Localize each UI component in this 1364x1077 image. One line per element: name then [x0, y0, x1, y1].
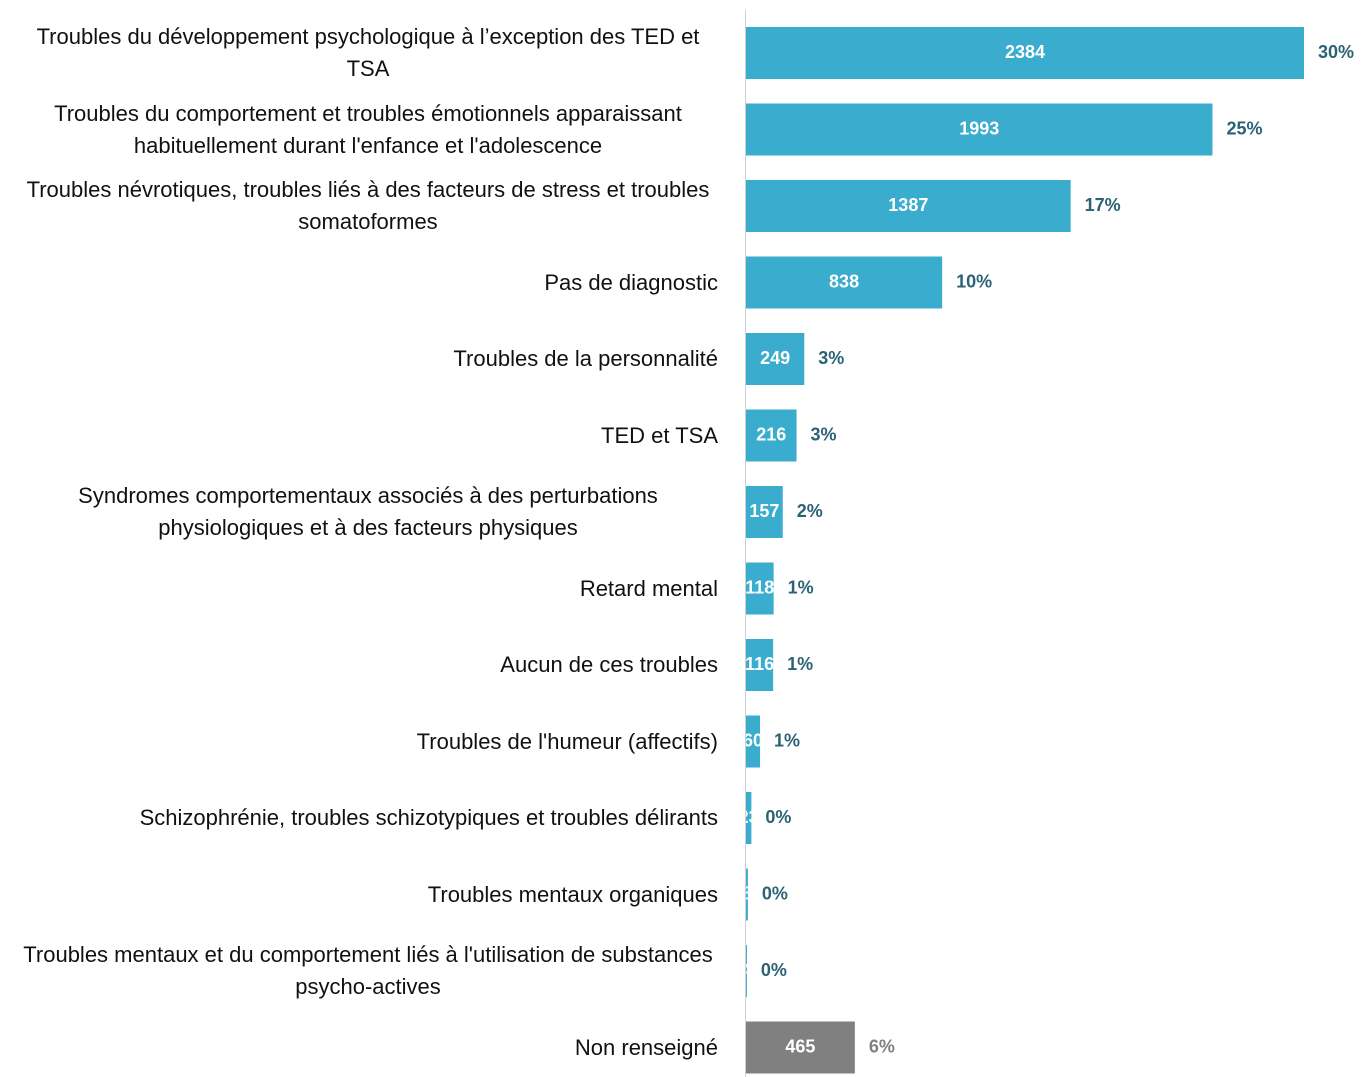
- category-label: Troubles mentaux organiques: [427, 881, 718, 907]
- value-label: 1387: [888, 195, 928, 215]
- share-label: 2%: [797, 501, 823, 521]
- value-label: 249: [760, 348, 790, 368]
- bar: [746, 486, 783, 538]
- value-label: 60: [743, 730, 763, 750]
- share-label: 3%: [818, 348, 844, 368]
- share-label: 0%: [762, 883, 788, 903]
- share-label: 6%: [869, 1036, 895, 1056]
- bar: [746, 792, 752, 844]
- share-label: 1%: [788, 577, 814, 597]
- value-label: 4: [741, 960, 751, 980]
- bar: [746, 639, 774, 691]
- value-label: 465: [785, 1036, 815, 1056]
- share-label: 1%: [787, 654, 813, 674]
- category-label: Troubles névrotiques, troubles liés à de…: [26, 177, 710, 234]
- share-label: 30%: [1318, 42, 1354, 62]
- bar: [746, 256, 943, 309]
- value-label: 216: [756, 424, 786, 444]
- share-label: 10%: [956, 271, 992, 291]
- bar: [746, 715, 761, 768]
- bar: [746, 103, 1213, 156]
- category-label: TED et TSA: [601, 422, 718, 448]
- category-label: Aucun de ces troubles: [500, 652, 718, 677]
- share-label: 0%: [765, 807, 791, 827]
- category-label: Troubles de l'humeur (affectifs): [416, 728, 718, 754]
- bar: [746, 1021, 855, 1074]
- share-label: 0%: [761, 960, 787, 980]
- bar: [746, 27, 1304, 79]
- category-label: Troubles de la personnalité: [453, 346, 718, 371]
- bar: [746, 562, 774, 615]
- value-label: 23: [739, 807, 759, 827]
- category-label: Pas de diagnostic: [544, 269, 718, 295]
- bar: [746, 945, 747, 997]
- bar: [746, 180, 1071, 232]
- share-label: 3%: [811, 424, 837, 444]
- value-label: 157: [749, 501, 779, 521]
- share-label: 17%: [1085, 195, 1121, 215]
- share-label: 25%: [1226, 118, 1262, 138]
- category-label: Troubles du développement psychologique …: [36, 24, 700, 81]
- category-label: Retard mental: [579, 575, 718, 601]
- value-label: 116: [745, 654, 774, 674]
- category-label: Schizophrénie, troubles schizotypiques e…: [139, 805, 718, 830]
- value-label: 838: [829, 271, 859, 291]
- share-label: 1%: [774, 730, 800, 750]
- bar: [746, 333, 805, 385]
- value-label: 1993: [959, 118, 999, 138]
- value-label: 2384: [1005, 42, 1045, 62]
- value-label: 8: [742, 883, 752, 903]
- bar: [746, 868, 748, 921]
- category-label: Non renseigné: [574, 1034, 718, 1060]
- bar: [746, 409, 797, 462]
- category-label: Troubles du comportement et troubles émo…: [54, 100, 682, 158]
- category-label: Syndromes comportementaux associés à des…: [78, 483, 658, 540]
- category-label: Troubles mentaux et du comportement liés…: [23, 942, 713, 999]
- value-label: 118: [745, 577, 774, 597]
